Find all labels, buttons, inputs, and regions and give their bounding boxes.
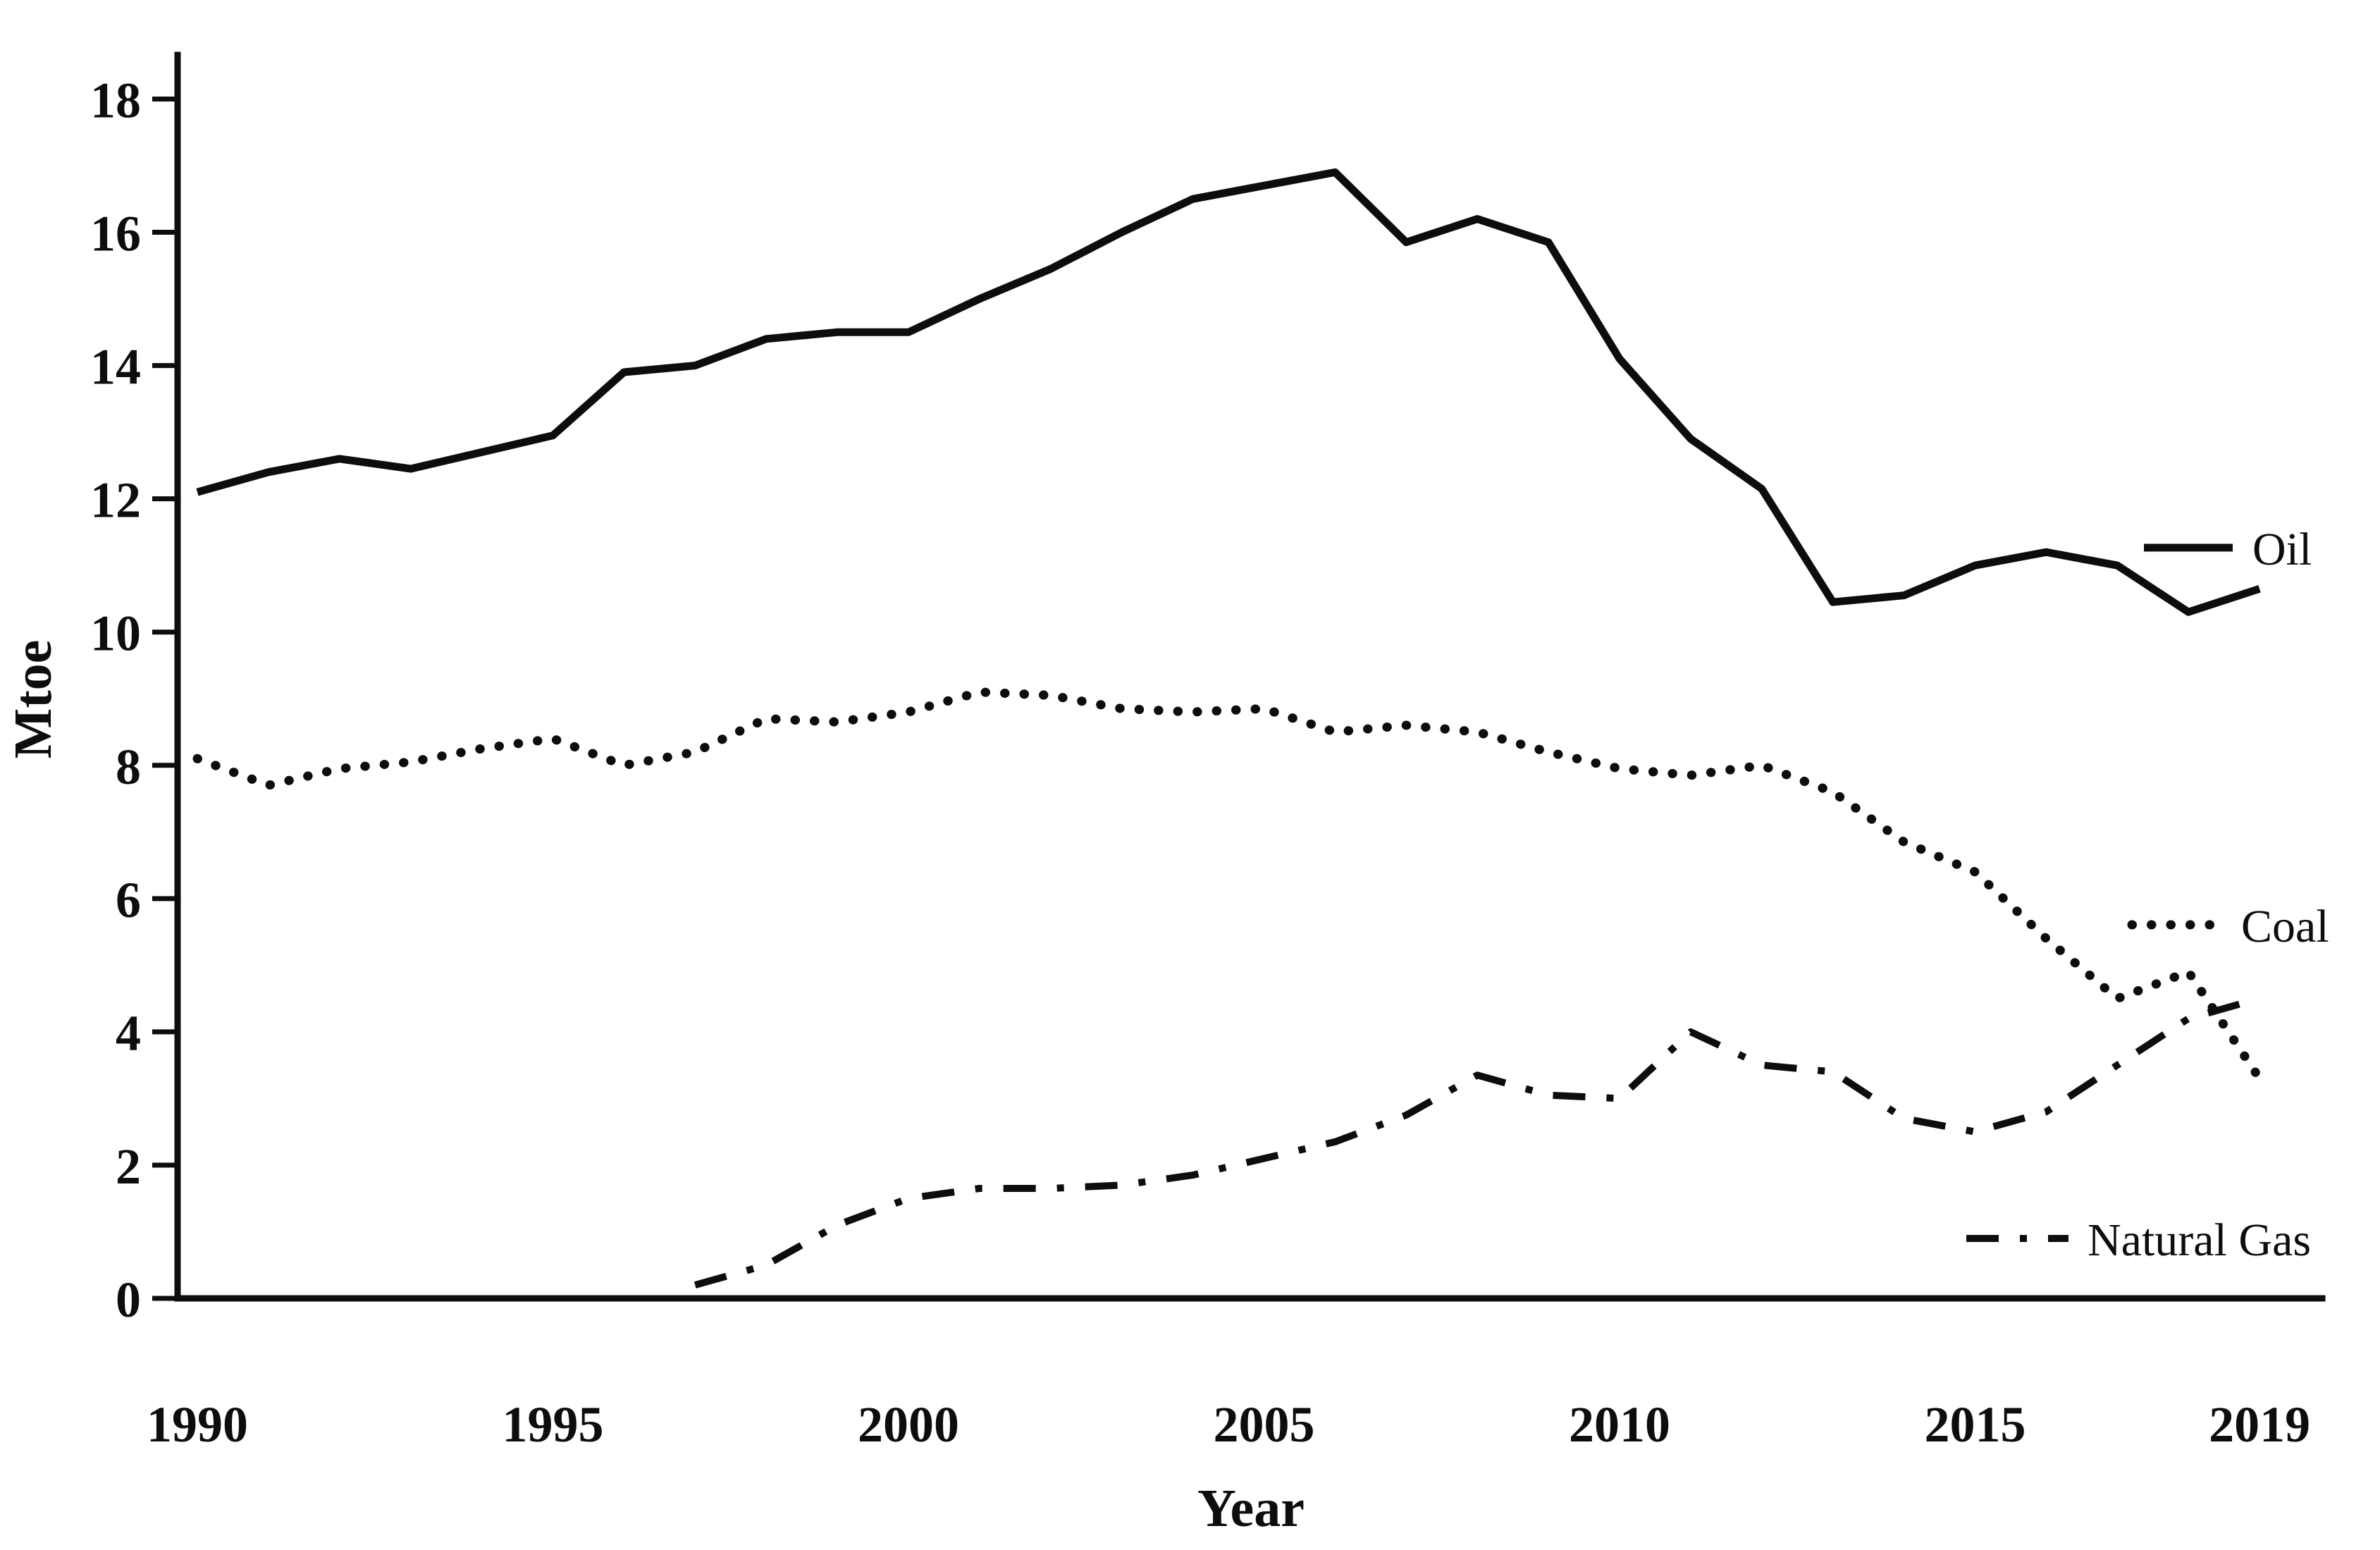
y-tick-label: 18 bbox=[90, 72, 141, 128]
oil-series-line bbox=[196, 168, 2261, 616]
y-tick-label: 0 bbox=[116, 1272, 141, 1328]
y-tick-label: 16 bbox=[90, 206, 141, 262]
y-tick-label: 12 bbox=[90, 472, 141, 529]
x-tick-label: 2015 bbox=[1925, 1396, 2026, 1453]
chart-legend: Oil Coal Natural Gas bbox=[1966, 524, 2329, 1266]
x-tick-label: 2010 bbox=[1569, 1396, 1670, 1453]
coal-series-line bbox=[192, 687, 2264, 1083]
legend-item-coal: Coal bbox=[2127, 901, 2329, 952]
x-tick-label: 2000 bbox=[858, 1396, 959, 1453]
legend-label-coal: Coal bbox=[2241, 901, 2329, 952]
x-tick-label: 1995 bbox=[502, 1396, 604, 1453]
legend-label-oil: Oil bbox=[2252, 524, 2312, 575]
y-tick-label: 4 bbox=[116, 1005, 141, 1062]
x-tick-label: 1990 bbox=[147, 1396, 248, 1453]
y-tick-label: 14 bbox=[90, 339, 141, 395]
x-tick-label: 2019 bbox=[2209, 1396, 2310, 1453]
y-tick-label: 6 bbox=[116, 872, 141, 928]
y-axis-title: Mtoe bbox=[4, 640, 63, 759]
y-tick-label: 2 bbox=[116, 1138, 141, 1195]
legend-item-natural-gas: Natural Gas bbox=[1966, 1214, 2311, 1266]
y-tick-label: 8 bbox=[116, 739, 141, 795]
y-axis-ticks: 0 2 4 6 8 10 12 14 16 18 bbox=[90, 72, 178, 1328]
x-axis-title: Year bbox=[1197, 1479, 1305, 1538]
legend-label-natural-gas: Natural Gas bbox=[2088, 1214, 2311, 1266]
x-axis-ticks: 1990 1995 2000 2005 2010 2015 2019 bbox=[147, 1396, 2310, 1453]
series-lines bbox=[192, 168, 2264, 1288]
natural-gas-series-line bbox=[693, 995, 2261, 1288]
x-tick-label: 2005 bbox=[1214, 1396, 1315, 1453]
legend-item-oil: Oil bbox=[2144, 524, 2312, 575]
y-tick-label: 10 bbox=[90, 605, 141, 662]
